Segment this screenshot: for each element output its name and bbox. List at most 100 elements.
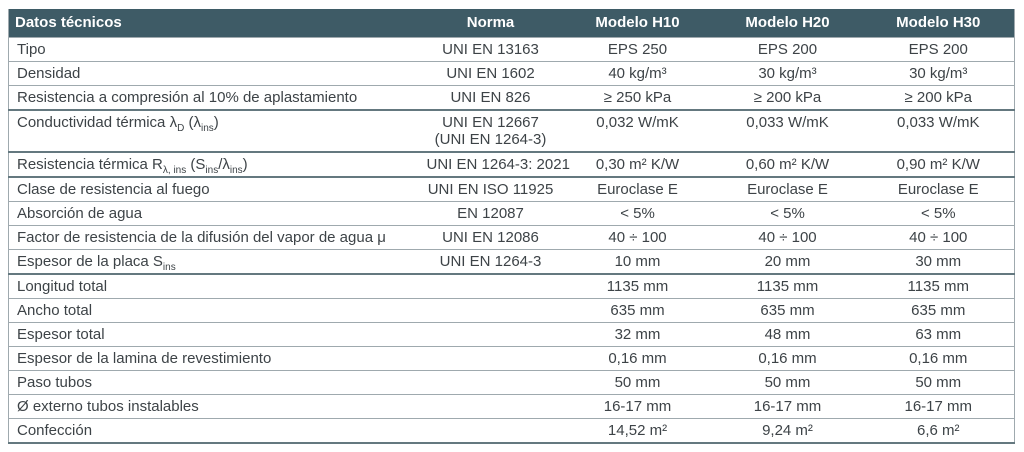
value-cell: 20 mm <box>712 249 863 274</box>
value-cell: 40 ÷ 100 <box>562 225 713 250</box>
value-cell: ≥ 200 kPa <box>862 85 1015 110</box>
value-cell: 48 mm <box>712 322 863 347</box>
row-label: Espesor de la placa Sins <box>8 249 419 274</box>
value-cell: 0,30 m² K/W <box>562 151 713 177</box>
norma-cell <box>418 394 563 419</box>
table-row: Espesor de la lamina de revestimiento 0,1… <box>8 346 1015 371</box>
column-header-modelo-h30: Modelo H30 <box>862 9 1015 38</box>
norma-cell <box>418 322 563 347</box>
row-label: Conductividad térmica λD (λins) <box>8 109 419 152</box>
norma-cell: UNI EN 826 <box>418 85 563 110</box>
norma-cell <box>418 370 563 395</box>
value-cell: EPS 250 <box>562 37 713 62</box>
value-cell: ≥ 250 kPa <box>562 85 713 110</box>
row-label: Espesor de la lamina de revestimiento <box>8 346 419 371</box>
value-cell: 10 mm <box>562 249 713 274</box>
value-cell: EPS 200 <box>862 37 1015 62</box>
value-cell: 50 mm <box>712 370 863 395</box>
norma-cell: UNI EN 1264-3: 2021 <box>418 151 570 177</box>
table-row: Conductividad térmica λD (λins) UNI EN 12… <box>8 109 1015 152</box>
norma-cell: UNI EN 1602 <box>418 61 563 86</box>
value-cell: EPS 200 <box>712 37 863 62</box>
value-cell: 0,032 W/mK <box>562 109 713 152</box>
value-cell: 50 mm <box>862 370 1015 395</box>
table-row: Densidad UNI EN 1602 40 kg/m³ 30 kg/m³ 30 kg… <box>8 61 1015 86</box>
value-cell: 30 mm <box>862 249 1015 274</box>
value-cell: 32 mm <box>562 322 713 347</box>
value-cell: < 5% <box>862 201 1015 226</box>
value-cell: 0,16 mm <box>862 346 1015 371</box>
table-body: Tipo UNI EN 13163 EPS 250 EPS 200 EPS 200 Den… <box>8 37 1015 443</box>
value-cell: 16-17 mm <box>562 394 713 419</box>
table-title: Datos técnicos <box>8 9 419 38</box>
norma-cell: EN 12087 <box>418 201 563 226</box>
norma-cell: UNI EN 13163 <box>418 37 563 62</box>
row-label: Resistencia térmica Rλ, ins (Sins/λins) <box>8 151 419 177</box>
value-cell: 6,6 m² <box>862 418 1015 443</box>
value-cell: 0,033 W/mK <box>712 109 863 152</box>
column-header-modelo-h10: Modelo H10 <box>562 9 713 38</box>
value-cell: 0,90 m² K/W <box>862 151 1015 177</box>
value-cell: 635 mm <box>862 298 1015 323</box>
row-label: Ø externo tubos instalables <box>8 394 419 419</box>
header-row: Datos técnicos Norma Modelo H10 Modelo H… <box>8 9 1015 38</box>
table-row: Tipo UNI EN 13163 EPS 250 EPS 200 EPS 200 <box>8 37 1015 62</box>
value-cell: 40 ÷ 100 <box>712 225 863 250</box>
row-label: Densidad <box>8 61 419 86</box>
row-label: Tipo <box>8 37 419 62</box>
value-cell: 30 kg/m³ <box>712 61 863 86</box>
value-cell: 40 ÷ 100 <box>862 225 1015 250</box>
value-cell: 1135 mm <box>862 273 1015 299</box>
column-header-modelo-h20: Modelo H20 <box>712 9 863 38</box>
norma-cell <box>418 273 563 299</box>
row-label: Confección <box>8 418 419 443</box>
value-cell: 635 mm <box>712 298 863 323</box>
value-cell: 1135 mm <box>712 273 863 299</box>
row-label: Resistencia a compresión al 10% de aplas… <box>8 85 419 110</box>
value-cell: 16-17 mm <box>862 394 1015 419</box>
table-row: Longitud total 1135 mm 1135 mm 1135 mm <box>8 273 1015 299</box>
table-row: Factor de resistencia de la difusión del… <box>8 225 1015 250</box>
table-header: Datos técnicos Norma Modelo H10 Modelo H… <box>8 9 1015 38</box>
table-row: Resistencia a compresión al 10% de aplas… <box>8 85 1015 110</box>
row-label: Clase de resistencia al fuego <box>8 176 419 202</box>
value-cell: ≥ 200 kPa <box>712 85 863 110</box>
value-cell: 30 kg/m³ <box>862 61 1015 86</box>
value-cell: 9,24 m² <box>712 418 863 443</box>
norma-cell: UNI EN ISO 11925 <box>418 176 563 202</box>
norma-cell: UNI EN 12667 (UNI EN 1264-3) <box>418 109 563 152</box>
norma-cell <box>418 298 563 323</box>
value-cell: 16-17 mm <box>712 394 863 419</box>
row-label: Longitud total <box>8 273 419 299</box>
value-cell: 0,033 W/mK <box>862 109 1015 152</box>
table-row: Confección 14,52 m² 9,24 m² 6,6 m² <box>8 418 1015 443</box>
value-cell: < 5% <box>562 201 713 226</box>
table-row: Ancho total 635 mm 635 mm 635 mm <box>8 298 1015 323</box>
value-cell: 14,52 m² <box>562 418 713 443</box>
table-row: Resistencia térmica Rλ, ins (Sins/λins) U… <box>8 151 1015 177</box>
value-cell: 40 kg/m³ <box>562 61 713 86</box>
value-cell: Euroclase E <box>562 176 713 202</box>
row-label: Espesor total <box>8 322 419 347</box>
table-row: Ø externo tubos instalables 16-17 mm 16-17… <box>8 394 1015 419</box>
value-cell: 50 mm <box>562 370 713 395</box>
norma-cell <box>418 418 563 443</box>
norma-cell <box>418 346 563 371</box>
value-cell: 63 mm <box>862 322 1015 347</box>
value-cell: 0,60 m² K/W <box>712 151 863 177</box>
norma-cell: UNI EN 12086 <box>418 225 563 250</box>
table-row: Paso tubos 50 mm 50 mm 50 mm <box>8 370 1015 395</box>
value-cell: 635 mm <box>562 298 713 323</box>
row-label: Factor de resistencia de la difusión del… <box>8 225 419 250</box>
value-cell: 0,16 mm <box>562 346 713 371</box>
table-row: Absorción de agua EN 12087 < 5% < 5% < 5% <box>8 201 1015 226</box>
technical-data-table: Datos técnicos Norma Modelo H10 Modelo H… <box>8 9 1015 444</box>
column-header-norma: Norma <box>418 9 563 38</box>
value-cell: < 5% <box>712 201 863 226</box>
value-cell: 1135 mm <box>562 273 713 299</box>
row-label: Ancho total <box>8 298 419 323</box>
table-row: Espesor total 32 mm 48 mm 63 mm <box>8 322 1015 347</box>
table-row: Clase de resistencia al fuego UNI EN ISO … <box>8 176 1015 202</box>
value-cell: Euroclase E <box>862 176 1015 202</box>
